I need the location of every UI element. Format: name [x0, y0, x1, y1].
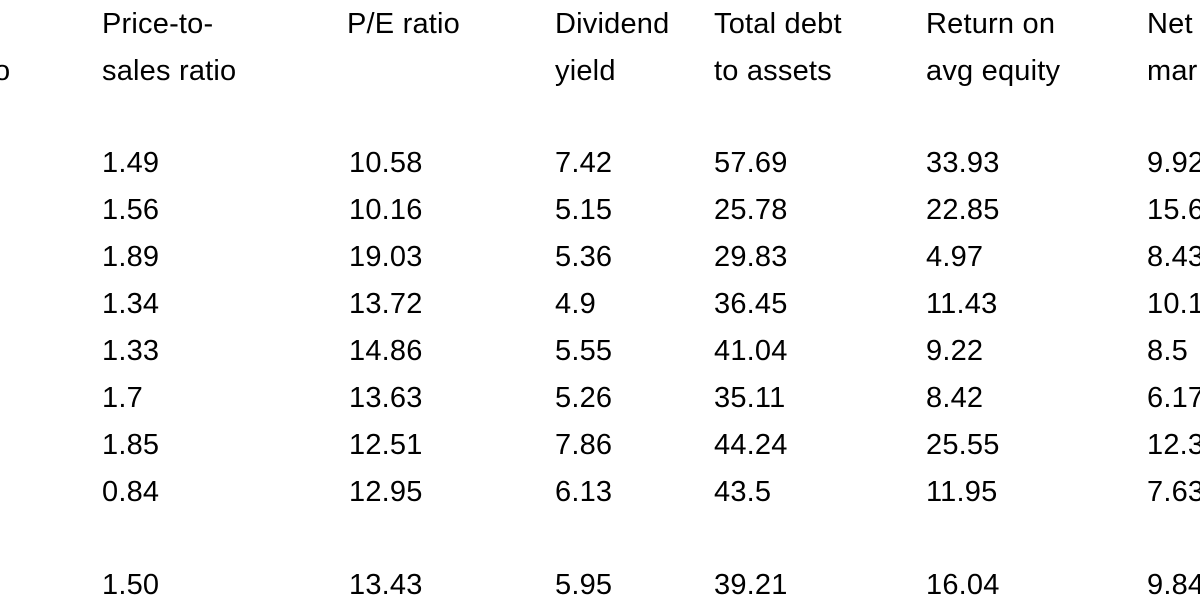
cell-pe-ratio: 14.86	[349, 335, 423, 367]
header-dividend-yield-line1: Dividend	[555, 8, 670, 40]
header-debt-to-assets-line1: Total debt	[714, 8, 842, 40]
header-pe-ratio: P/E ratio	[347, 8, 461, 40]
cell-roe: 33.93	[926, 147, 1000, 179]
cell-debt-to-assets: 36.45	[714, 288, 788, 320]
header-roe-line2: avg equity	[926, 55, 1061, 87]
cell-dividend-yield: 7.42	[555, 147, 613, 179]
cell-dividend-yield: 5.15	[555, 194, 613, 226]
summary-price-to-sales: 1.50	[102, 569, 160, 601]
cell-pe-ratio: 13.72	[349, 288, 423, 320]
cell-pe-ratio: 12.95	[349, 476, 423, 508]
cell-dividend-yield: 4.9	[555, 288, 596, 320]
cell-net-margin: 15.6	[1147, 194, 1200, 226]
cell-roe: 11.95	[926, 476, 998, 508]
cell-debt-to-assets: 57.69	[714, 147, 788, 179]
cell-net-margin: 9.92	[1147, 147, 1200, 179]
header-net-margin-line2: mar	[1147, 55, 1198, 87]
cell-debt-to-assets: 29.83	[714, 241, 788, 273]
cell-net-margin: 6.17	[1147, 382, 1200, 414]
cell-dividend-yield: 5.26	[555, 382, 613, 414]
cell-price-to-sales: 1.89	[102, 241, 160, 273]
cell-debt-to-assets: 44.24	[714, 429, 788, 461]
cell-price-to-sales: 0.84	[102, 476, 160, 508]
summary-debt-to-assets: 39.21	[714, 569, 788, 601]
cell-debt-to-assets: 35.11	[714, 382, 786, 414]
header-price-to-sales-line1: Price-to-	[102, 8, 214, 40]
header-price-to-sales-line2: sales ratio	[102, 55, 237, 87]
cell-debt-to-assets: 41.04	[714, 335, 788, 367]
cell-dividend-yield: 6.13	[555, 476, 613, 508]
cell-price-to-sales: 1.7	[102, 382, 143, 414]
header-net-margin-line1: Net	[1147, 8, 1193, 40]
cell-price-to-sales: 1.49	[102, 147, 160, 179]
summary-dividend-yield: 5.95	[555, 569, 613, 601]
cell-pe-ratio: 10.16	[349, 194, 423, 226]
cell-pe-ratio: 10.58	[349, 147, 423, 179]
cell-net-margin: 8.43	[1147, 241, 1200, 273]
cell-pe-ratio: 12.51	[349, 429, 423, 461]
header-roe-line1: Return on	[926, 8, 1056, 40]
cell-price-to-sales: 1.33	[102, 335, 160, 367]
cell-roe: 8.42	[926, 382, 984, 414]
summary-pe-ratio: 13.43	[349, 569, 423, 601]
cell-price-to-sales: 1.85	[102, 429, 160, 461]
cell-roe: 11.43	[926, 288, 998, 320]
cell-dividend-yield: 5.55	[555, 335, 613, 367]
cell-roe: 4.97	[926, 241, 984, 273]
cell-net-margin: 12.3	[1147, 429, 1200, 461]
cell-net-margin: 8.5	[1147, 335, 1188, 367]
cell-debt-to-assets: 43.5	[714, 476, 772, 508]
cell-pe-ratio: 13.63	[349, 382, 423, 414]
cell-roe: 22.85	[926, 194, 1000, 226]
cell-debt-to-assets: 25.78	[714, 194, 788, 226]
header-col-a-line2: o	[0, 55, 11, 87]
cell-dividend-yield: 5.36	[555, 241, 613, 273]
cell-roe: 25.55	[926, 429, 1000, 461]
cell-dividend-yield: 7.86	[555, 429, 613, 461]
cell-net-margin: 7.63	[1147, 476, 1200, 508]
summary-net-margin: 9.84	[1147, 569, 1200, 601]
summary-roe: 16.04	[926, 569, 1000, 601]
cell-price-to-sales: 1.56	[102, 194, 160, 226]
header-dividend-yield-line2: yield	[555, 55, 616, 87]
cell-roe: 9.22	[926, 335, 984, 367]
cell-pe-ratio: 19.03	[349, 241, 423, 273]
cell-price-to-sales: 1.34	[102, 288, 160, 320]
cell-net-margin: 10.1	[1147, 288, 1200, 320]
header-debt-to-assets-line2: to assets	[714, 55, 832, 87]
